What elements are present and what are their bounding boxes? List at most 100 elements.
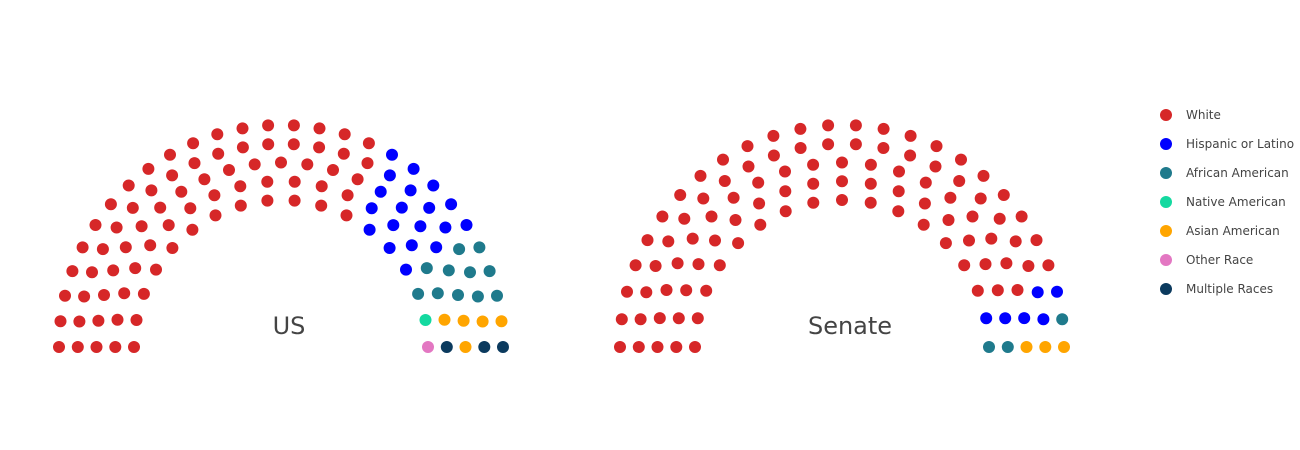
seat-dot-white	[980, 258, 992, 270]
seat-dot-hispanic	[405, 184, 417, 196]
seat-dot-white	[674, 189, 686, 201]
seat-dot-white	[865, 197, 877, 209]
seat-dot-white	[654, 312, 666, 324]
seat-dot-white	[944, 192, 956, 204]
seat-dot-white	[695, 170, 707, 182]
seat-dot-white	[112, 314, 124, 326]
seat-dot-white	[650, 260, 662, 272]
seat-dot-white	[97, 243, 109, 255]
seat-dot-white	[55, 315, 67, 327]
legend-label-hispanic: Hispanic or Latino	[1186, 137, 1294, 151]
seat-dot-white	[892, 205, 904, 217]
seat-dot-white	[262, 138, 274, 150]
seat-dot-white	[920, 177, 932, 189]
seat-dot-white	[208, 189, 220, 201]
seat-dot-hispanic	[364, 224, 376, 236]
legend-item-other[interactable]: Other Race	[1160, 253, 1253, 267]
legend: White Hispanic or Latino African American N…	[1160, 108, 1294, 296]
seat-dot-white	[91, 341, 103, 353]
seat-dot-white	[107, 264, 119, 276]
seat-dot-white	[184, 202, 196, 214]
legend-item-african[interactable]: African American	[1160, 166, 1289, 180]
seat-dot-white	[662, 235, 674, 247]
seat-dot-hispanic	[1037, 313, 1049, 325]
seat-dot-white	[670, 341, 682, 353]
seat-dot-african	[1056, 313, 1068, 325]
seat-dot-asian	[1039, 341, 1051, 353]
legend-item-hispanic[interactable]: Hispanic or Latino	[1160, 137, 1294, 151]
seat-dot-native	[420, 314, 432, 326]
parliament-senate: Senate	[614, 119, 1070, 353]
seat-dot-white	[940, 237, 952, 249]
seat-dot-multiple	[497, 341, 509, 353]
legend-item-white[interactable]: White	[1160, 108, 1221, 122]
legend-item-native[interactable]: Native American	[1160, 195, 1286, 209]
parliament-us: US	[53, 119, 509, 353]
seat-dot-white	[963, 235, 975, 247]
seat-dot-white	[865, 178, 877, 190]
legend-label-african: African American	[1186, 166, 1289, 180]
seat-dot-african	[421, 262, 433, 274]
seat-dot-asian	[460, 341, 472, 353]
seat-dot-white	[642, 234, 654, 246]
seat-dot-white	[836, 157, 848, 169]
legend-item-multiple[interactable]: Multiple Races	[1160, 282, 1273, 296]
legend-label-asian: Asian American	[1186, 224, 1280, 238]
legend-marker-hispanic	[1160, 138, 1172, 150]
seat-dot-white	[237, 141, 249, 153]
seat-dot-white	[640, 286, 652, 298]
seat-dot-white	[742, 140, 754, 152]
seat-dot-white	[235, 200, 247, 212]
seat-dot-asian	[439, 314, 451, 326]
seat-dot-white	[779, 185, 791, 197]
legend-label-native: Native American	[1186, 195, 1286, 209]
seat-dot-hispanic	[439, 222, 451, 234]
seat-dot-white	[288, 138, 300, 150]
chamber-label-senate: Senate	[808, 312, 892, 340]
seat-dot-white	[261, 195, 273, 207]
seat-dot-white	[186, 224, 198, 236]
seat-dot-white	[865, 159, 877, 171]
seat-dot-white	[92, 315, 104, 327]
seat-dot-white	[967, 211, 979, 223]
seat-dot-white	[77, 241, 89, 253]
seat-dot-white	[150, 264, 162, 276]
seat-dot-white	[129, 262, 141, 274]
seat-dot-white	[105, 198, 117, 210]
seat-dot-african	[983, 341, 995, 353]
seat-dot-white	[985, 233, 997, 245]
seat-dot-hispanic	[1051, 286, 1063, 298]
seat-dot-white	[743, 161, 755, 173]
legend-marker-asian	[1160, 225, 1172, 237]
seat-dot-hispanic	[384, 242, 396, 254]
seat-dot-hispanic	[423, 202, 435, 214]
seat-dot-white	[753, 198, 765, 210]
seat-dot-multiple	[478, 341, 490, 353]
seat-dot-white	[621, 286, 633, 298]
seat-dot-asian	[496, 315, 508, 327]
seat-dot-white	[98, 289, 110, 301]
seat-dot-white	[905, 130, 917, 142]
seat-dot-white	[656, 211, 668, 223]
seat-dot-white	[732, 237, 744, 249]
seat-dot-hispanic	[430, 241, 442, 253]
seat-dot-white	[210, 209, 222, 221]
seat-dot-white	[86, 266, 98, 278]
seat-dot-hispanic	[414, 220, 426, 232]
seat-dot-white	[893, 185, 905, 197]
seat-dot-white	[767, 130, 779, 142]
seat-dot-white	[128, 341, 140, 353]
seat-dot-white	[327, 164, 339, 176]
seat-dot-white	[678, 213, 690, 225]
seat-dot-white	[693, 258, 705, 270]
seat-dot-white	[142, 163, 154, 175]
seat-dot-asian	[477, 316, 489, 328]
seat-dot-white	[154, 202, 166, 214]
seat-dot-white	[59, 290, 71, 302]
seat-dot-white	[943, 214, 955, 226]
legend-item-asian[interactable]: Asian American	[1160, 224, 1280, 238]
seat-dot-white	[680, 284, 692, 296]
seat-dot-african	[472, 291, 484, 303]
seat-dot-hispanic	[396, 202, 408, 214]
